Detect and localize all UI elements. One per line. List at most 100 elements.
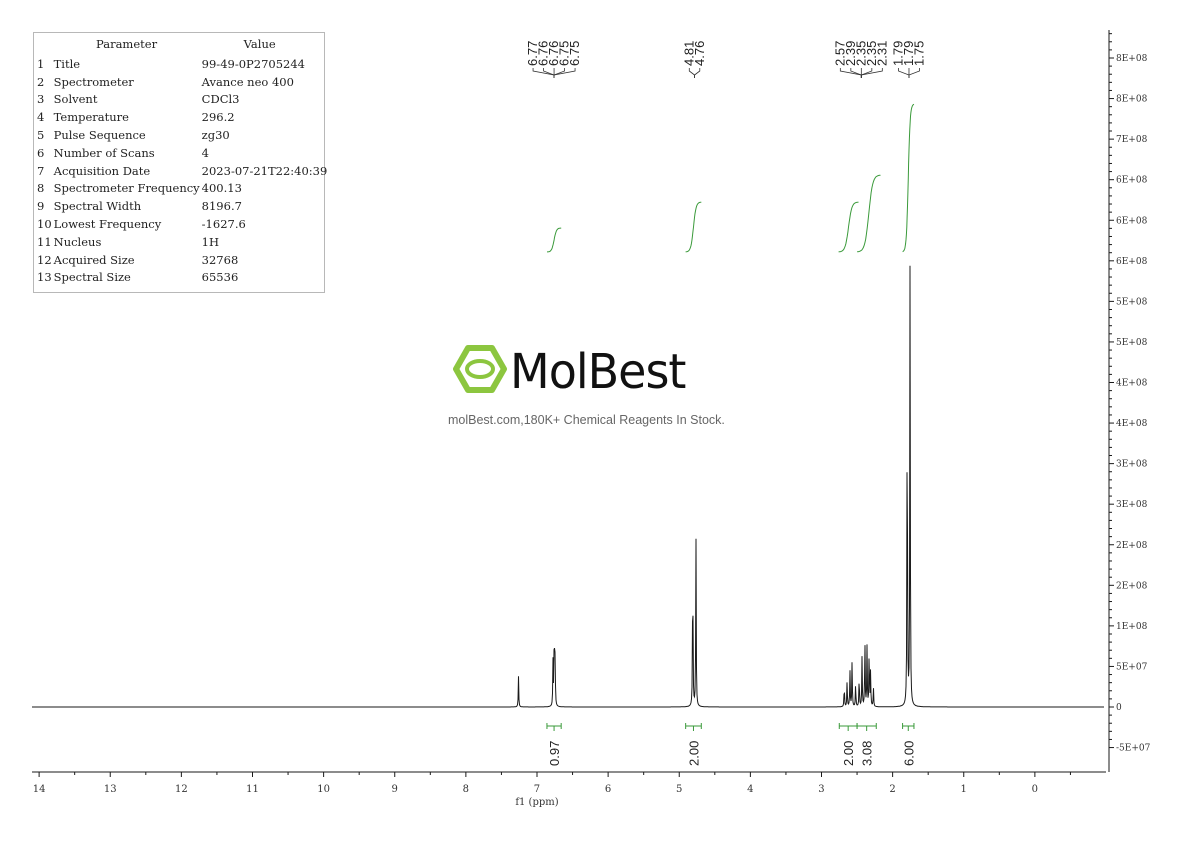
param-name: Acquisition Date [53, 163, 151, 178]
param-name: Pulse Sequence [53, 128, 146, 143]
parameter-table: Parameter Value 1 Title 99-49-0P2705244 2 Sp… [33, 32, 327, 293]
y-tick-label: 5E+07 [1116, 662, 1148, 672]
x-tick-label: 9 [392, 784, 398, 795]
peak-label-connector [898, 68, 910, 78]
peak-label: 6.76 [536, 41, 551, 66]
parameter-row: 4 Temperature 296.2 [34, 108, 327, 126]
peak-label-connector [688, 68, 695, 78]
param-value: Avance neo 400 [201, 74, 294, 89]
param-index: 13 [37, 270, 52, 285]
param-name: Solvent [53, 92, 98, 107]
param-value: 65536 [201, 270, 239, 285]
y-tick-label: 5E+08 [1116, 297, 1148, 307]
peak-label: 2.39 [843, 41, 858, 66]
param-name: Temperature [53, 110, 129, 125]
param-index: 7 [37, 163, 45, 178]
param-index: 1 [37, 56, 45, 71]
x-tick-label: 5 [676, 784, 682, 795]
brand-name: MolBest [510, 342, 686, 400]
integral-curve [838, 201, 859, 253]
param-value: CDCl3 [201, 92, 240, 107]
spectrum-trace [32, 265, 1104, 708]
param-name: Spectrometer [53, 74, 134, 89]
peak-label: 2.35 [864, 41, 879, 66]
param-value: 2023-07-21T22:40:39 [201, 163, 328, 178]
peak-label: 6.77 [525, 41, 540, 66]
param-name: Title [53, 56, 81, 71]
header-parameter: Parameter [96, 37, 158, 51]
peak-label: 1.75 [911, 41, 926, 66]
integral-value: 3.08 [860, 741, 875, 766]
param-index: 10 [37, 217, 52, 232]
x-tick-label: 0 [1032, 784, 1038, 795]
y-tick-label: 7E+08 [1116, 135, 1148, 145]
peak-label-connector [694, 68, 701, 78]
y-tick-label: 3E+08 [1116, 460, 1148, 470]
y-tick-label: 4E+08 [1116, 419, 1148, 429]
parameter-row: 7 Acquisition Date 2023-07-21T22:40:39 [34, 162, 327, 180]
parameter-row: 11 Nucleus 1H [34, 233, 327, 251]
integral-value: 2.00 [686, 741, 701, 766]
parameter-row: 12 Acquired Size 32768 [34, 251, 327, 269]
param-index: 6 [37, 145, 45, 160]
param-index: 9 [37, 199, 45, 214]
param-value: 99-49-0P2705244 [201, 56, 305, 71]
x-tick-label: 10 [317, 784, 330, 795]
parameter-row: 6 Number of Scans 4 [34, 144, 327, 162]
param-index: 11 [37, 234, 52, 249]
molbest-logo-icon [453, 345, 507, 393]
x-tick-label: 7 [534, 784, 540, 795]
peak-label: 6.76 [546, 41, 561, 66]
x-tick-label: 8 [463, 784, 469, 795]
y-tick-label: 2E+08 [1116, 541, 1148, 551]
y-tick-label: 4E+08 [1116, 379, 1148, 389]
y-tick-label: 8E+08 [1116, 95, 1148, 105]
peak-label: 1.79 [890, 41, 905, 66]
param-index: 2 [37, 74, 45, 89]
y-tick-label: 6E+08 [1116, 257, 1148, 267]
y-tick-label: 5E+08 [1116, 338, 1148, 348]
param-index: 5 [37, 128, 45, 143]
param-index: 12 [37, 252, 52, 267]
integral-curve [902, 103, 915, 253]
y-tick-label: 1E+08 [1116, 622, 1148, 632]
parameter-row: 3 Solvent CDCl3 [34, 91, 327, 109]
header-value: Value [243, 37, 276, 51]
x-tick-label: 2 [889, 784, 895, 795]
y-tick-label: 8E+08 [1116, 54, 1148, 64]
param-index: 8 [37, 181, 45, 196]
x-tick-label: 1 [961, 784, 967, 795]
parameter-row: 1 Title 99-49-0P2705244 [34, 55, 327, 73]
parameter-row: 5 Pulse Sequence zg30 [34, 126, 327, 144]
peak-label-connector [908, 68, 920, 78]
param-value: 4 [201, 145, 209, 160]
y-tick-label: 6E+08 [1116, 216, 1148, 226]
integral-value: 0.97 [547, 741, 562, 766]
brand-slogan: molBest.com,180K+ Chemical Reagents In S… [448, 413, 725, 427]
peak-label: 6.75 [567, 41, 582, 66]
param-value: -1627.6 [201, 217, 246, 232]
param-value: 32768 [201, 252, 239, 267]
param-value: 296.2 [201, 110, 235, 125]
peak-label-connector [553, 68, 576, 78]
peak-label: 6.75 [557, 41, 572, 66]
x-tick-label: 12 [175, 784, 188, 795]
peak-label: 4.81 [681, 41, 696, 66]
peak-label: 2.57 [832, 41, 847, 66]
x-tick-label: 3 [818, 784, 824, 795]
x-axis-title: f1 (ppm) [515, 797, 558, 808]
peak-label: 1.79 [901, 41, 916, 66]
peak-label-connector [860, 68, 883, 78]
y-tick-label: 2E+08 [1116, 581, 1148, 591]
parameter-row: 2 Spectrometer Avance neo 400 [34, 73, 327, 91]
peak-label: 4.76 [692, 41, 707, 66]
y-tick-label: 3E+08 [1116, 500, 1148, 510]
param-name: Spectral Size [53, 270, 131, 285]
x-tick-label: 6 [605, 784, 611, 795]
x-tick-label: 14 [33, 784, 46, 795]
param-name: Spectral Width [53, 199, 142, 214]
integral-curve [547, 227, 562, 253]
integral-curve [857, 174, 881, 253]
parameter-row: 8 Spectrometer Frequency 400.13 [34, 180, 327, 198]
peak-label: 2.35 [853, 41, 868, 66]
